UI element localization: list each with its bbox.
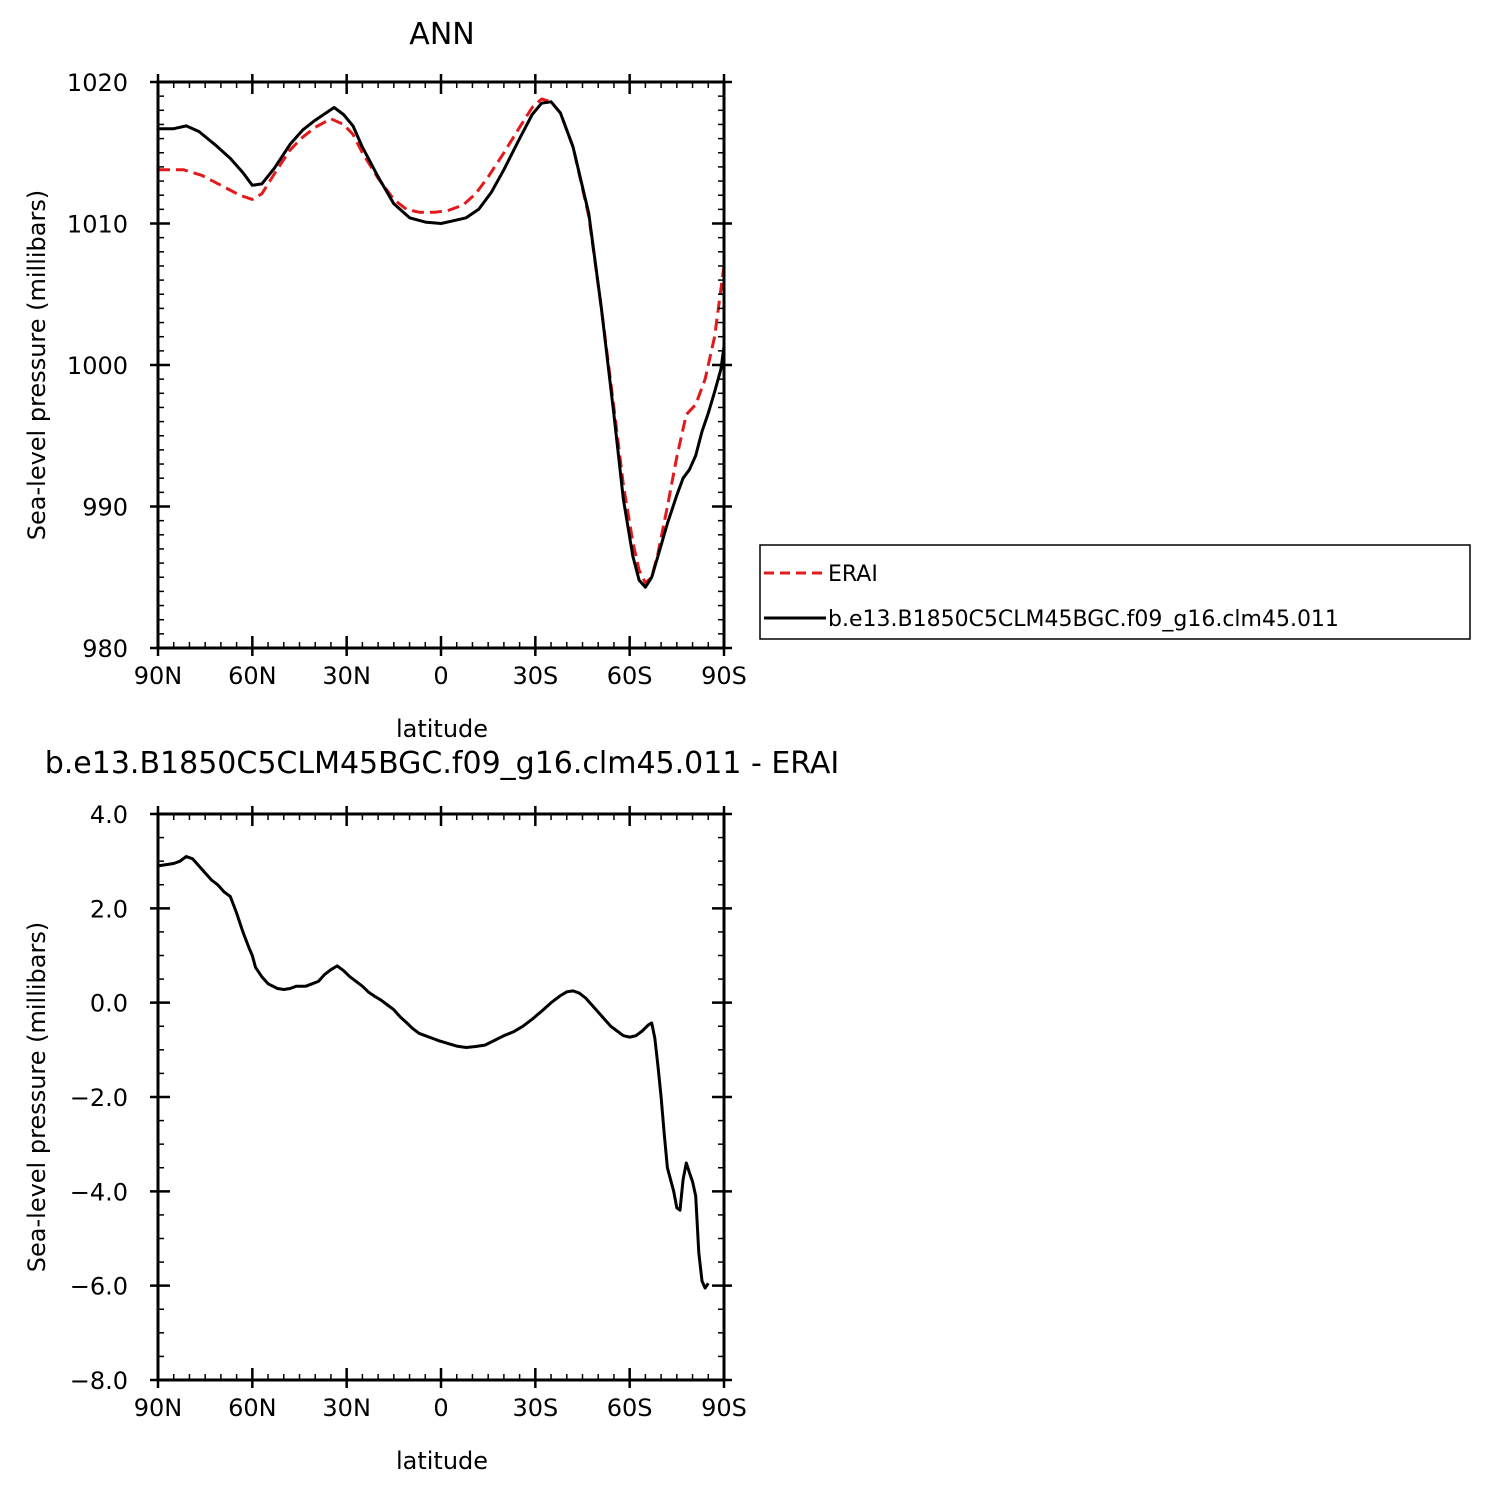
bottom-chart-x-tick-label: 60N (228, 1394, 277, 1422)
top-chart-y-tick-label: 990 (82, 494, 128, 522)
bottom-chart-title: b.e13.B1850C5CLM45BGC.f09_g16.clm45.011 … (45, 746, 840, 781)
top-chart-ticks: 90N 60N 30N 0 30S 60S 90S 980 990 1000 1010 1020 (67, 69, 747, 690)
bottom-chart-y-tick-label: 0.0 (90, 990, 128, 1018)
bottom-chart-x-axis-label: latitude (396, 1447, 488, 1475)
top-chart-series-line-1 (158, 100, 726, 589)
top-chart-x-axis-label: latitude (396, 715, 488, 743)
bottom-chart-x-tick-label: 0 (433, 1394, 448, 1422)
legend-label-erai: ERAI (828, 562, 878, 587)
bottom-chart-x-tick-label: 90S (701, 1394, 747, 1422)
bottom-chart-y-tick-label: −6.0 (70, 1273, 128, 1301)
bottom-chart-x-tick-label: 30N (322, 1394, 371, 1422)
top-chart-y-tick-label: 980 (82, 635, 128, 663)
bottom-chart-y-tick-label: −2.0 (70, 1084, 128, 1112)
top-chart-panel: ANN 90N 60N 30N 0 30S 60S 90S 980 990 1000 1010 102… (23, 17, 747, 743)
top-chart-y-axis-label: Sea-level pressure (millibars) (23, 190, 51, 540)
bottom-chart-y-tick-label: −4.0 (70, 1178, 128, 1206)
top-chart-x-tick-label: 90N (134, 662, 183, 690)
top-chart-x-tick-label: 60S (607, 662, 653, 690)
top-chart-y-tick-label: 1000 (67, 352, 128, 380)
top-chart-plot-frame (156, 80, 726, 650)
legend-label-model: b.e13.B1850C5CLM45BGC.f09_g16.clm45.011 (828, 607, 1339, 632)
top-chart-y-tick-label: 1010 (67, 211, 128, 239)
bottom-chart-y-axis-label: Sea-level pressure (millibars) (23, 922, 51, 1272)
legend-box (759, 544, 1471, 640)
bottom-chart-y-tick-label: 4.0 (90, 801, 128, 829)
top-chart-x-tick-label: 30S (512, 662, 558, 690)
legend: ERAI b.e13.B1850C5CLM45BGC.f09_g16.clm45… (759, 544, 1471, 640)
top-chart-y-tick-label: 1020 (67, 69, 128, 97)
bottom-chart-series-layer (157, 855, 710, 1290)
bottom-chart-plot-frame (156, 812, 726, 1382)
bottom-chart-x-tick-label: 90N (134, 1394, 183, 1422)
top-chart-x-tick-label: 0 (433, 662, 448, 690)
bottom-chart-x-tick-label: 60S (607, 1394, 653, 1422)
top-chart-x-tick-label: 30N (322, 662, 371, 690)
top-chart-series-layer (158, 97, 726, 589)
bottom-chart-series-line-0 (157, 855, 710, 1290)
bottom-chart-panel: b.e13.B1850C5CLM45BGC.f09_g16.clm45.011 … (23, 746, 839, 1475)
bottom-chart-y-tick-label: −8.0 (70, 1367, 128, 1395)
bottom-chart-y-tick-label: 2.0 (90, 895, 128, 923)
top-chart-x-tick-label: 90S (701, 662, 747, 690)
bottom-chart-ticks: 90N 60N 30N 0 30S 60S 90S −8.0 −6.0 −4.0 −2.0 0.0 2.… (70, 801, 747, 1422)
top-chart-title: ANN (409, 17, 474, 52)
top-chart-x-tick-label: 60N (228, 662, 277, 690)
bottom-chart-x-tick-label: 30S (512, 1394, 558, 1422)
